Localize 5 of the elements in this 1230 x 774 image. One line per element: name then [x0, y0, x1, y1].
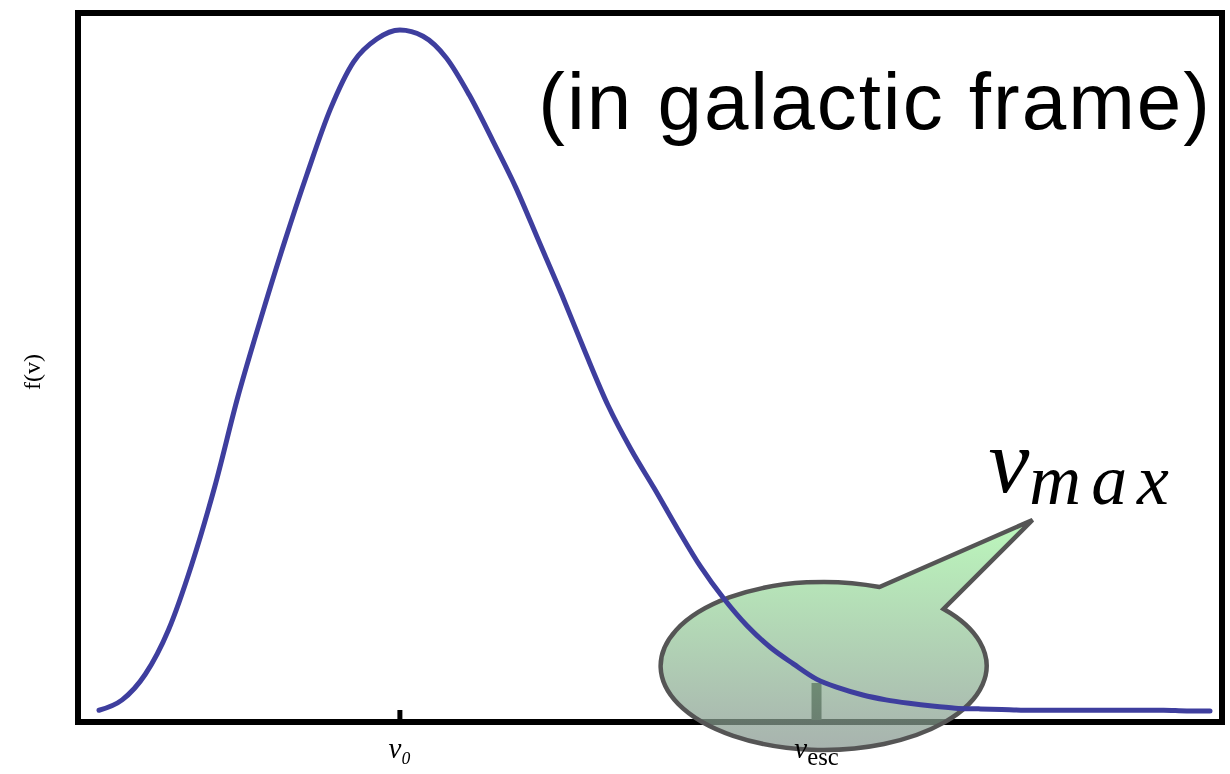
- annotation: v$_{max}$: [988, 410, 1179, 520]
- x-tick-label: v$_{esc}$: [794, 732, 839, 770]
- y-axis-title: f(v): [19, 354, 45, 390]
- x-tick-label: v₀: [388, 732, 412, 764]
- annotation: (in galactic frame): [538, 57, 1212, 146]
